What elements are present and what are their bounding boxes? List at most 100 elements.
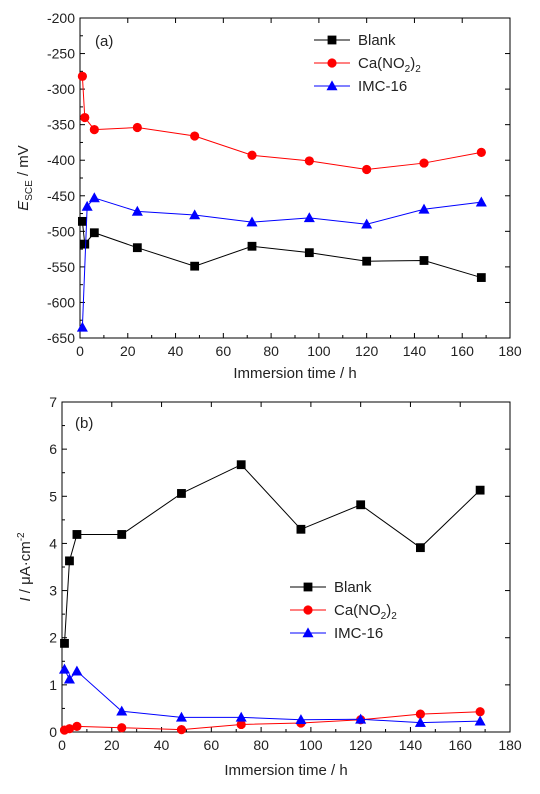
x-tick-label: 160 <box>449 737 473 753</box>
data-point <box>475 485 485 495</box>
x-tick-label: 120 <box>355 343 379 359</box>
y-tick-label: -400 <box>47 152 75 168</box>
legend-label-tail: ) <box>410 55 415 72</box>
data-point <box>415 543 425 553</box>
legend-label-tail-sub: 2 <box>391 611 397 622</box>
legend-marker <box>303 605 313 615</box>
x-axis-label: Immersion time / h <box>233 365 356 382</box>
series-imc-16 <box>76 192 487 332</box>
legend-label-sub: 2 <box>381 611 387 622</box>
data-point <box>65 556 74 566</box>
data-point <box>77 216 87 226</box>
x-tick-label: 140 <box>399 737 423 753</box>
legend-marker <box>302 627 314 638</box>
data-point <box>117 530 127 539</box>
legend-entry: IMC-16 <box>314 78 407 95</box>
data-point <box>81 200 93 211</box>
data-point <box>304 248 314 258</box>
x-tick-label: 0 <box>58 737 66 753</box>
data-point <box>304 156 314 166</box>
legend-label-tail-sub: 2 <box>415 64 421 75</box>
data-point <box>63 673 75 684</box>
x-tick-label: 80 <box>263 343 279 359</box>
data-point <box>418 203 430 214</box>
legend-label-main: Ca(NO <box>334 602 381 619</box>
data-point <box>72 530 82 539</box>
x-tick-label: 40 <box>154 737 170 753</box>
data-point <box>247 241 257 251</box>
data-point <box>76 321 88 332</box>
legend-label-main: Blank <box>358 32 396 49</box>
legend-entry: Blank <box>314 32 396 49</box>
y-axis-label-sub: SCE <box>24 180 35 201</box>
plot-frame <box>79 17 511 339</box>
legend-marker <box>327 35 337 45</box>
data-point <box>356 500 366 510</box>
data-point <box>88 192 100 203</box>
data-point <box>355 713 367 724</box>
data-point <box>235 711 247 722</box>
y-tick-label: 6 <box>49 441 57 457</box>
x-tick-label: 160 <box>451 343 475 359</box>
data-point <box>476 147 486 157</box>
legend-label: Blank <box>334 579 372 596</box>
data-point <box>60 638 69 648</box>
x-tick-label: 80 <box>253 737 269 753</box>
y-tick-label: 5 <box>49 488 57 504</box>
y-tick-label: 4 <box>49 535 57 551</box>
data-point <box>190 131 200 141</box>
y-axis-label-unit: / mV <box>15 145 32 180</box>
series-line <box>81 76 482 170</box>
y-tick-label: -650 <box>47 330 75 346</box>
data-point <box>80 239 90 249</box>
legend-entry: Blank <box>290 579 372 596</box>
data-point <box>132 122 142 133</box>
series-line <box>63 464 481 644</box>
panel-label: (b) <box>75 415 93 432</box>
data-point <box>116 705 128 716</box>
data-point <box>189 209 201 220</box>
x-tick-label: 20 <box>104 737 120 753</box>
data-point <box>132 243 142 253</box>
panel-a: 0 20 40 60 80 100 120 140 160 180 -650 -600 -550 -500… <box>15 10 522 382</box>
y-tick-label: -500 <box>47 223 75 239</box>
y-axis-label-sup: -2 <box>16 532 27 541</box>
data-point <box>303 212 315 223</box>
data-point <box>296 524 306 534</box>
series-blank <box>77 216 486 282</box>
data-point <box>117 723 127 733</box>
legend-label-sub: 2 <box>405 64 411 75</box>
y-axis-label-main: E <box>15 200 32 211</box>
legend-label-main: Ca(NO <box>358 55 405 72</box>
y-axis-label-unit: / μA·cm <box>17 541 34 597</box>
data-point <box>419 158 429 168</box>
legend-marker <box>303 582 313 592</box>
y-tick-label: 0 <box>49 724 57 740</box>
data-point <box>80 112 90 123</box>
legend-marker <box>326 80 338 91</box>
data-point <box>362 164 372 175</box>
data-point <box>175 711 187 722</box>
y-tick-label: 2 <box>49 630 57 646</box>
plot-frame <box>61 401 511 733</box>
x-tick-label: 180 <box>498 737 522 753</box>
x-axis-label: Immersion time / h <box>224 762 347 779</box>
y-tick-label: 7 <box>49 394 57 410</box>
legend-label: Ca(NO2)2 <box>334 602 397 622</box>
series-ca-no2-2 <box>77 71 486 175</box>
y-axis-label: ESCE / mV <box>15 145 35 211</box>
x-tick-label: 100 <box>299 737 323 753</box>
x-tick-label: 20 <box>120 343 136 359</box>
y-tick-label: -550 <box>47 259 75 275</box>
panel-label: (a) <box>95 33 113 50</box>
legend-entry: Ca(NO2)2 <box>314 55 421 75</box>
data-point <box>419 256 429 265</box>
legend-label-main: IMC-16 <box>358 78 407 95</box>
data-point <box>89 125 99 135</box>
x-tick-label: 140 <box>403 343 427 359</box>
data-point <box>177 489 186 498</box>
series-blank <box>60 460 485 648</box>
data-point <box>77 71 87 81</box>
legend-label: IMC-16 <box>334 625 383 642</box>
